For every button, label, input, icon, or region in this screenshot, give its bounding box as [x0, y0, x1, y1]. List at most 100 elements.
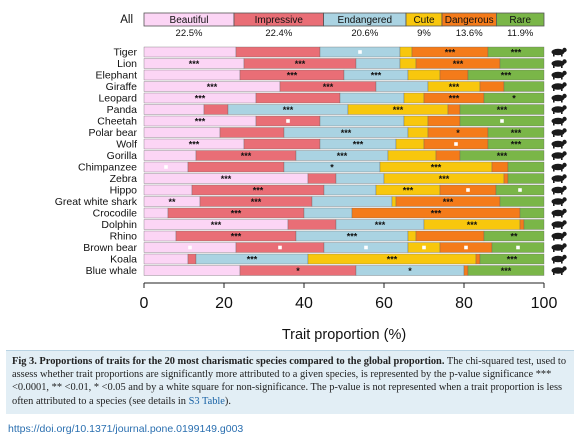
- sig-hippo-cute: ***: [403, 186, 414, 196]
- species-label-cheetah: Cheetah: [97, 116, 137, 128]
- x-tick-label-40: 40: [295, 295, 313, 312]
- species-row-rhino: Rhino *** *** **: [110, 230, 545, 243]
- species-silhouettes: [551, 47, 567, 275]
- x-tick-label-60: 60: [375, 295, 393, 312]
- great-white-shark-silhouette-icon: [551, 197, 567, 206]
- sig-elephant-impressive: ***: [287, 71, 298, 81]
- species-label-hippo: Hippo: [110, 185, 138, 197]
- bar-tiger-cute: [399, 46, 413, 58]
- global-percent-impressive: 22.4%: [265, 28, 292, 39]
- sig-zebra-beautiful: ***: [221, 174, 232, 184]
- bar-tiger-rare: [487, 46, 545, 58]
- bar-crocodile-endangered: [303, 207, 353, 219]
- species-row-leopard: Leopard *** *** *: [98, 92, 545, 105]
- dolphin-silhouette-icon: [551, 220, 567, 229]
- doi-link[interactable]: https://doi.org/10.1371/journal.pone.019…: [8, 423, 244, 435]
- sig-gorilla-rare: ***: [497, 151, 508, 161]
- bar-gorilla-rare: [459, 150, 545, 161]
- sig-lion-beautiful: ***: [189, 59, 200, 69]
- caption-table-link[interactable]: S3 Table: [188, 395, 225, 407]
- figure-caption: Fig 3. Proportions of traits for the 20 …: [6, 350, 574, 414]
- sig-koala-rare: ***: [507, 255, 518, 265]
- sig-wolf-beautiful: ***: [189, 140, 200, 150]
- species-row-hippo: Hippo *** ***: [110, 184, 545, 197]
- bar-great-white-shark-rare: [499, 196, 545, 207]
- bar-crocodile-beautiful: [143, 207, 169, 219]
- chimpanzee-silhouette-icon: [551, 162, 567, 172]
- bar-zebra-dangerous: [503, 173, 509, 184]
- legend-label-cute: Cute: [413, 15, 435, 26]
- global-percent-dangerous: 13.6%: [456, 28, 483, 39]
- bar-polar-bear-impressive: [219, 127, 285, 138]
- species-label-koala: Koala: [110, 254, 137, 266]
- bar-panda-dangerous: [447, 104, 461, 115]
- species-row-panda: Panda *** *** ***: [107, 104, 545, 116]
- bar-leopard-rare: [483, 92, 545, 104]
- sig-elephant-rare: ***: [501, 71, 512, 81]
- legend-swatch-rare: [495, 12, 545, 27]
- ns-square-brown-bear-impressive: [278, 245, 282, 250]
- sig-great-white-shark-beautiful: **: [168, 197, 176, 207]
- global-percent-cute: 9%: [417, 28, 431, 39]
- sig-koala-endangered: ***: [247, 255, 258, 265]
- species-row-tiger: Tiger *** ***: [113, 46, 545, 59]
- bar-hippo-endangered: [323, 184, 377, 196]
- sig-rhino-endangered: ***: [347, 232, 358, 242]
- species-row-zebra: Zebra *** ***: [110, 173, 545, 185]
- sig-great-white-shark-impressive: ***: [251, 197, 262, 207]
- species-row-great-white-shark: Great white shark ** *** ***: [55, 196, 545, 208]
- species-label-rhino: Rhino: [110, 231, 138, 243]
- species-row-crocodile: Crocodile *** ***: [93, 207, 545, 220]
- species-label-zebra: Zebra: [110, 173, 138, 185]
- sig-giraffe-beautiful: ***: [207, 82, 218, 92]
- polar-bear-silhouette-icon: [551, 128, 567, 137]
- bar-lion-rare: [499, 58, 545, 69]
- x-axis-title: Trait proportion (%): [282, 327, 406, 343]
- blue-whale-silhouette-icon: [551, 266, 567, 275]
- sig-tiger-rare: ***: [511, 48, 522, 58]
- bar-wolf-impressive: [243, 138, 321, 150]
- elephant-silhouette-icon: [551, 70, 567, 80]
- bar-hippo-beautiful: [143, 184, 193, 196]
- bar-chimpanzee-rare: [507, 161, 545, 173]
- trait-proportion-chart: All Beautiful 22.5% Impressive 22.4% Endanger…: [55, 12, 567, 343]
- bar-dolphin-rare: [523, 219, 545, 230]
- sig-polar-bear-rare: ***: [511, 128, 522, 138]
- brown-bear-silhouette-icon: [551, 243, 567, 252]
- sig-wolf-endangered: ***: [353, 140, 364, 150]
- species-label-elephant: Elephant: [96, 70, 138, 82]
- bar-elephant-cute: [407, 69, 441, 81]
- bar-dolphin-impressive: [287, 219, 337, 230]
- bar-leopard-impressive: [255, 92, 341, 104]
- species-label-crocodile: Crocodile: [93, 208, 138, 220]
- x-tick-label-80: 80: [455, 295, 473, 312]
- ns-square-hippo-rare: [518, 188, 522, 192]
- bar-koala-impressive: [187, 253, 197, 265]
- sig-leopard-beautiful: ***: [195, 94, 206, 104]
- bar-lion-endangered: [355, 58, 401, 69]
- species-row-wolf: Wolf *** *** ***: [116, 138, 545, 151]
- bar-dolphin-dangerous: [519, 219, 525, 230]
- bar-lion-cute: [399, 58, 417, 69]
- bar-zebra-impressive: [307, 173, 337, 184]
- x-axis: 0 20 40 60 80 100 Trait proportion (%): [140, 282, 558, 343]
- bar-zebra-endangered: [335, 173, 385, 184]
- rhino-silhouette-icon: [551, 231, 567, 241]
- leopard-silhouette-icon: [551, 93, 567, 103]
- bar-gorilla-cute: [387, 150, 437, 161]
- bar-great-white-shark-endangered: [311, 196, 393, 207]
- x-tick-label-100: 100: [531, 295, 558, 312]
- legend-label-endangered: Endangered: [338, 15, 393, 26]
- bar-elephant-dangerous: [439, 69, 469, 81]
- caption-end: ).: [224, 395, 231, 407]
- ns-square-cheetah-impressive: [286, 119, 290, 123]
- ns-square-brown-bear-beautiful: [188, 245, 192, 250]
- species-label-wolf: Wolf: [116, 139, 137, 151]
- species-row-blue-whale: Blue whale * * ***: [86, 265, 545, 277]
- sig-gorilla-endangered: ***: [337, 151, 348, 161]
- bar-rhino-beautiful: [143, 230, 177, 242]
- bar-blue-whale-beautiful: [143, 265, 241, 276]
- bar-rhino-cute: [407, 230, 417, 242]
- sig-chimpanzee-endangered: *: [330, 163, 334, 173]
- species-row-dolphin: Dolphin *** *** ***: [101, 219, 545, 231]
